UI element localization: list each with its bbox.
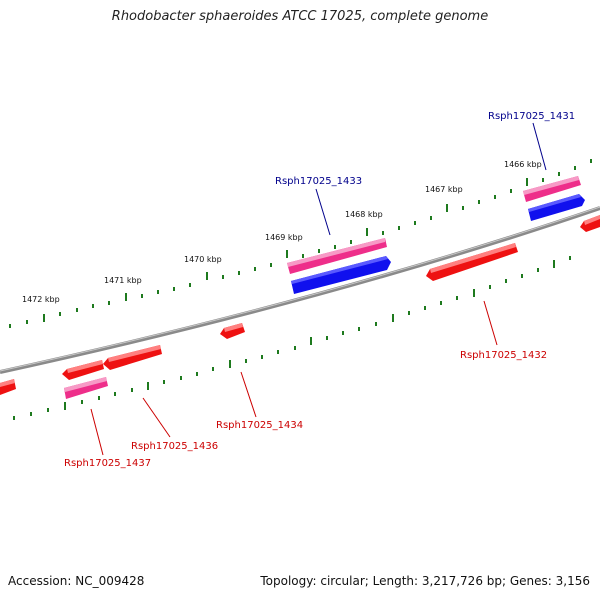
label-leaders [90,122,547,456]
gene-label-1436[interactable]: Rsph17025_1436 [131,441,218,452]
kbp-label-1466: 1466 kbp [504,160,542,169]
kbp-label-1469: 1469 kbp [265,233,303,242]
gene-1433-feature[interactable] [291,256,391,294]
genome-backbone [0,206,600,374]
kbp-label-1467: 1467 kbp [425,185,463,194]
topology-text: Topology: circular; Length: 3,217,726 bp… [260,574,590,588]
reverse-genes [0,215,600,399]
kbp-label-1472: 1472 kbp [22,295,60,304]
forward-genes [287,176,585,294]
genome-backbone-highlight [0,206,600,372]
kbp-label-1471: 1471 kbp [104,276,142,285]
inner-tick-track [13,256,571,420]
kbp-label-1468: 1468 kbp [345,210,383,219]
outer-tick-track [9,159,592,328]
accession-text: Accession: NC_009428 [8,574,145,588]
map-title: Rhodobacter sphaeroides ATCC 17025, comp… [111,9,489,24]
gene-label-1431[interactable]: Rsph17025_1431 [488,111,575,122]
gene-label-1434[interactable]: Rsph17025_1434 [216,420,303,431]
kbp-labels: 1472 kbp 1471 kbp 1470 kbp 1469 kbp 1468… [22,160,542,304]
kbp-label-1470: 1470 kbp [184,255,222,264]
gene-label-1432[interactable]: Rsph17025_1432 [460,350,547,361]
gene-labels: Rsph17025_1433 Rsph17025_1431 Rsph17025_… [64,111,575,469]
gene-label-1437[interactable]: Rsph17025_1437 [64,458,151,469]
gene-1431-feature[interactable] [528,194,585,221]
gene-label-1433[interactable]: Rsph17025_1433 [275,176,362,187]
